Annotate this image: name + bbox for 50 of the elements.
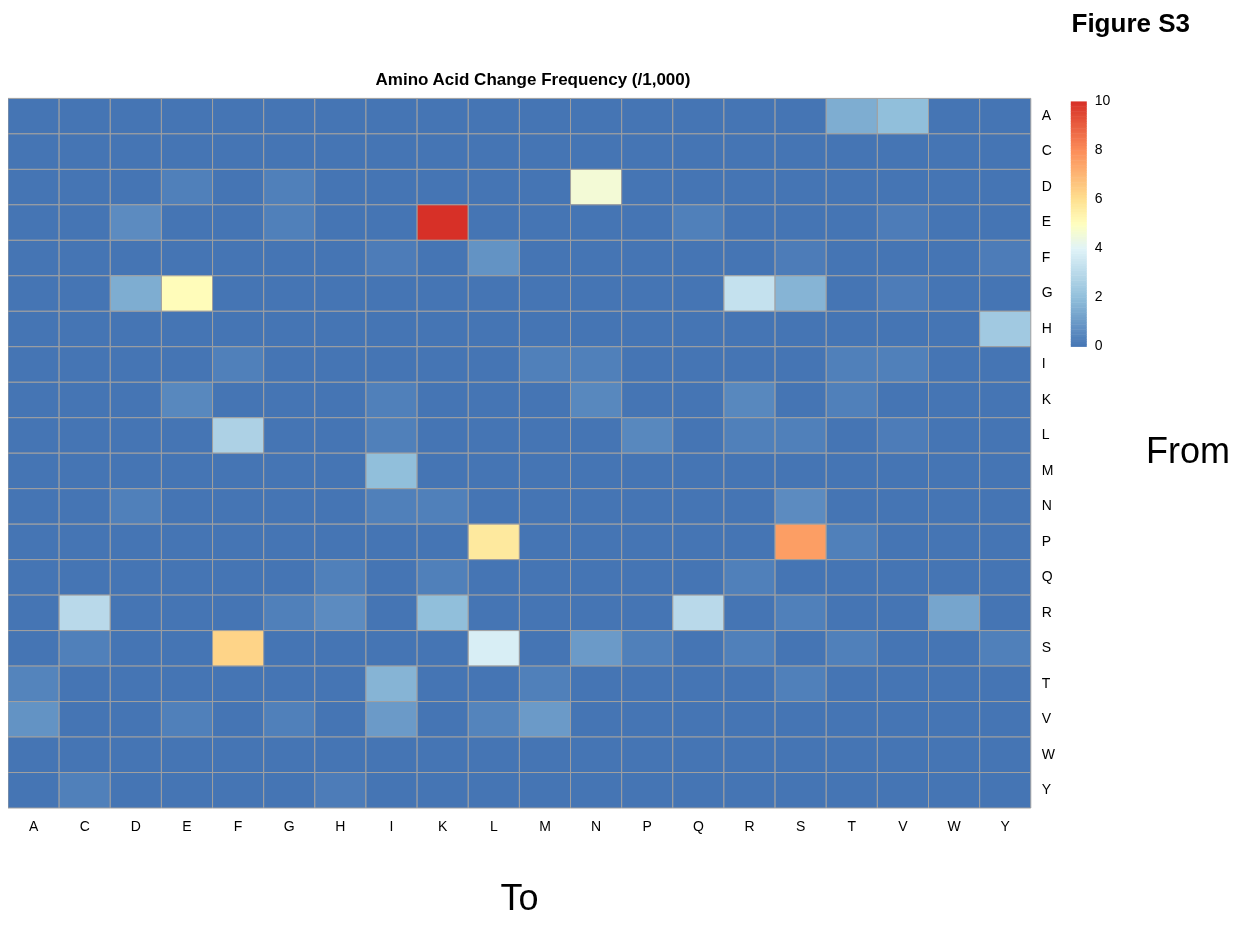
x-axis-title: To (500, 877, 539, 919)
color-bar-label: 4 (1094, 239, 1103, 256)
y-tick-label: Q (1041, 568, 1053, 585)
x-tick-label: P (642, 818, 652, 835)
y-axis-title: From (1146, 430, 1230, 472)
y-tick-label: K (1041, 390, 1052, 407)
y-tick-label: E (1041, 213, 1052, 230)
x-tick-label: L (489, 818, 498, 835)
x-tick-label: T (847, 818, 857, 835)
x-tick-label: N (591, 818, 602, 835)
color-bar-label: 0 (1094, 337, 1103, 354)
x-tick-label: I (389, 818, 394, 835)
x-tick-label: H (335, 818, 346, 835)
y-tick-label: H (1041, 319, 1052, 336)
y-tick-label: S (1041, 639, 1052, 656)
y-tick-label: I (1041, 355, 1046, 372)
x-tick-label: F (233, 818, 243, 835)
color-bar-label: 6 (1094, 190, 1103, 207)
chart-title: Amino Acid Change Frequency (/1,000) (375, 69, 691, 89)
x-tick-label: C (79, 818, 90, 835)
x-tick-label: Y (1000, 818, 1011, 835)
x-tick-label: W (947, 818, 962, 835)
y-tick-label: N (1041, 497, 1052, 514)
y-tick-label: Y (1041, 781, 1052, 798)
x-tick-label: E (182, 818, 192, 835)
y-tick-label: A (1041, 107, 1052, 123)
x-tick-label: R (744, 818, 755, 835)
y-tick-label: F (1041, 248, 1051, 265)
color-bar-label: 10 (1094, 92, 1111, 109)
color-bar-label: 8 (1094, 141, 1103, 158)
y-tick-label: P (1041, 532, 1052, 549)
y-tick-label: W (1041, 745, 1056, 762)
x-tick-label: A (28, 818, 39, 835)
x-tick-label: D (130, 818, 141, 835)
y-tick-label: T (1041, 674, 1051, 691)
x-tick-label: S (795, 818, 806, 835)
x-tick-label: M (539, 818, 551, 835)
y-tick-label: R (1041, 603, 1052, 620)
x-tick-label: Q (692, 818, 704, 835)
y-tick-label: L (1041, 426, 1050, 443)
y-tick-label: M (1041, 461, 1054, 478)
y-tick-label: V (1041, 710, 1052, 727)
y-tick-label: G (1041, 284, 1053, 301)
x-tick-label: K (438, 818, 449, 835)
caption: Figure S3 (1071, 8, 1190, 39)
y-tick-label: C (1041, 142, 1052, 159)
x-tick-label: V (898, 818, 909, 835)
x-tick-label: G (283, 818, 295, 835)
color-bar-label: 2 (1094, 288, 1103, 305)
y-tick-label: D (1041, 177, 1052, 194)
